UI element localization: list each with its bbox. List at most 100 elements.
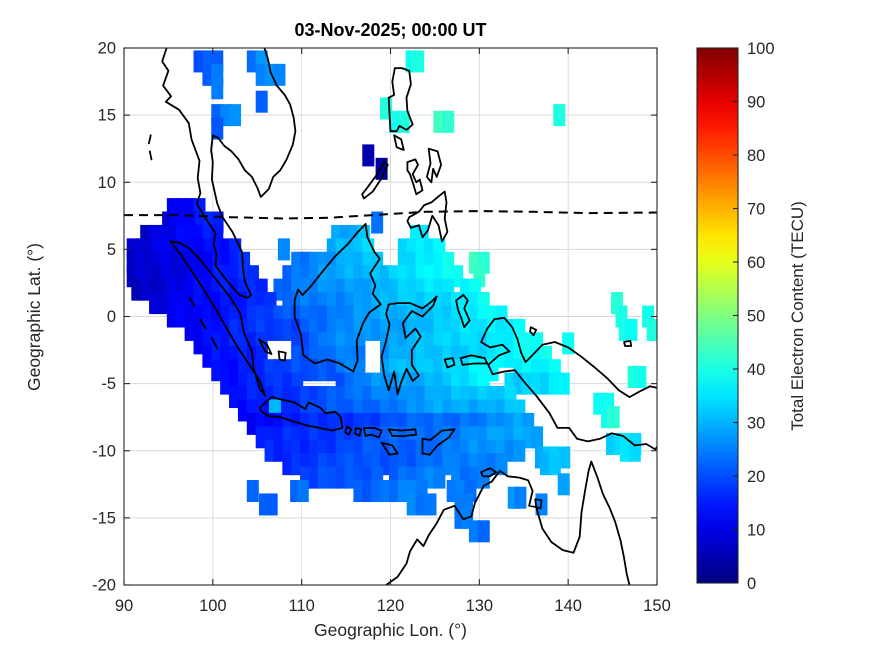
coastlines — [148, 48, 657, 585]
tec-cell — [211, 117, 224, 140]
coastline-belitung — [277, 350, 287, 362]
tec-cell — [255, 359, 268, 382]
tec-cell — [507, 486, 520, 509]
x-tick-label: 130 — [466, 597, 494, 615]
y-tick-label: -20 — [92, 577, 116, 595]
coastline-mindoro — [393, 134, 405, 151]
coastline-panay-negros — [406, 158, 424, 196]
coastline-mentawai-2 — [199, 318, 207, 330]
tec-cell — [557, 372, 570, 395]
tec-cell — [255, 426, 268, 449]
tec-cell — [607, 406, 620, 429]
tec-cell — [255, 345, 268, 368]
y-tick-label: -10 — [92, 442, 116, 460]
coastline-biak — [529, 326, 538, 337]
tec-cell — [514, 486, 527, 509]
tec-cell — [255, 90, 268, 113]
coastline-mentawai-3 — [211, 337, 219, 350]
tec-cell — [634, 365, 647, 388]
y-tick-label: 5 — [107, 241, 116, 259]
y-axis-label: Geographic Lat. (°) — [24, 242, 44, 392]
y-tick-label: -5 — [101, 375, 116, 393]
tec-cell — [558, 446, 571, 469]
colorbar-tick-label: 70 — [747, 201, 765, 219]
tec-cell — [296, 480, 309, 503]
tec-cell — [513, 439, 526, 462]
tec-cell — [255, 278, 268, 301]
tec-cell — [211, 77, 224, 100]
colorbar-tick-label: 50 — [747, 308, 765, 326]
colorbar-tick-label: 90 — [747, 94, 765, 112]
y-tick-label: 20 — [98, 40, 116, 58]
y-tick-label: 10 — [98, 174, 116, 192]
tec-cell — [255, 63, 268, 86]
dip-equator-path — [124, 210, 657, 220]
tec-cell — [625, 318, 638, 341]
tec-cell — [273, 63, 286, 86]
tec-cell — [433, 466, 446, 489]
coastline-australia — [385, 460, 631, 585]
colorbar-tick-label: 30 — [747, 415, 765, 433]
tec-cell — [371, 211, 384, 234]
tec-cell — [477, 520, 490, 543]
y-tick-label: 0 — [107, 308, 116, 326]
tec-cell — [362, 144, 375, 167]
colorbar-gradient — [697, 48, 738, 583]
coastline-andaman-1 — [148, 134, 152, 145]
coastline-sulawesi — [380, 295, 438, 396]
coastline-melville-island — [480, 467, 498, 478]
axes-box-and-ticks: 90 100 110 120 130 140 150 -20 -15 -10 -5 0 5 10 15 20 — [92, 40, 671, 616]
colorbar-label: Total Electron Content (TECU) — [788, 201, 807, 431]
tec-cell — [442, 110, 455, 133]
coastline-buru — [443, 357, 456, 369]
coastline-flores — [387, 428, 418, 437]
coastline-sumba — [380, 441, 399, 456]
x-tick-label: 120 — [377, 597, 405, 615]
colorbar-tick-label: 40 — [747, 361, 765, 379]
coastline-sumbawa — [363, 427, 383, 439]
tec-cell — [255, 412, 268, 435]
tec-cell — [646, 318, 657, 341]
tec-cell — [255, 292, 268, 315]
x-tick-label: 140 — [554, 597, 582, 615]
tec-cell — [229, 104, 242, 127]
coastline-sumatra — [169, 240, 267, 397]
tec-cell — [553, 104, 566, 127]
tec-cell — [277, 238, 290, 261]
tec-cell — [265, 493, 278, 516]
x-tick-label: 90 — [115, 597, 133, 615]
coastline-mentawai-1 — [188, 296, 196, 307]
tec-cell — [531, 426, 544, 449]
tec-cell — [412, 50, 425, 73]
coastline-manus — [623, 339, 633, 347]
colorbar-tick-label: 0 — [747, 575, 756, 593]
coastline-java — [259, 396, 344, 432]
tec-cell — [255, 50, 268, 73]
colorbar-tick-label: 80 — [747, 147, 765, 165]
coastline-halmahera — [455, 294, 471, 329]
coastline-luzon — [387, 67, 414, 133]
y-tick-label: 15 — [98, 107, 116, 125]
tec-cell — [255, 318, 268, 341]
coastline-lombok — [354, 427, 363, 437]
tec-cell — [557, 473, 570, 496]
magnetic-dip-equator-line — [124, 210, 657, 220]
tec-cell — [126, 238, 139, 261]
x-axis-label: Geographic Lon. (°) — [314, 620, 467, 640]
colorbar-tick-label: 60 — [747, 254, 765, 272]
tec-cell — [246, 480, 259, 503]
x-tick-label: 100 — [199, 597, 227, 615]
coastline-new-guinea — [480, 316, 657, 451]
tec-cell — [255, 305, 268, 328]
coastline-samar-leyte — [426, 147, 442, 184]
tec-cell — [495, 453, 508, 476]
y-tick-label: -15 — [92, 509, 116, 527]
colorbar-tick-label: 20 — [747, 468, 765, 486]
x-tick-label: 110 — [289, 597, 315, 615]
coastline-bangka — [258, 338, 273, 355]
tec-cells — [126, 50, 657, 543]
colorbar: 0 10 20 30 40 50 60 70 80 90 100 — [696, 40, 775, 593]
coastline-bali — [344, 425, 353, 436]
